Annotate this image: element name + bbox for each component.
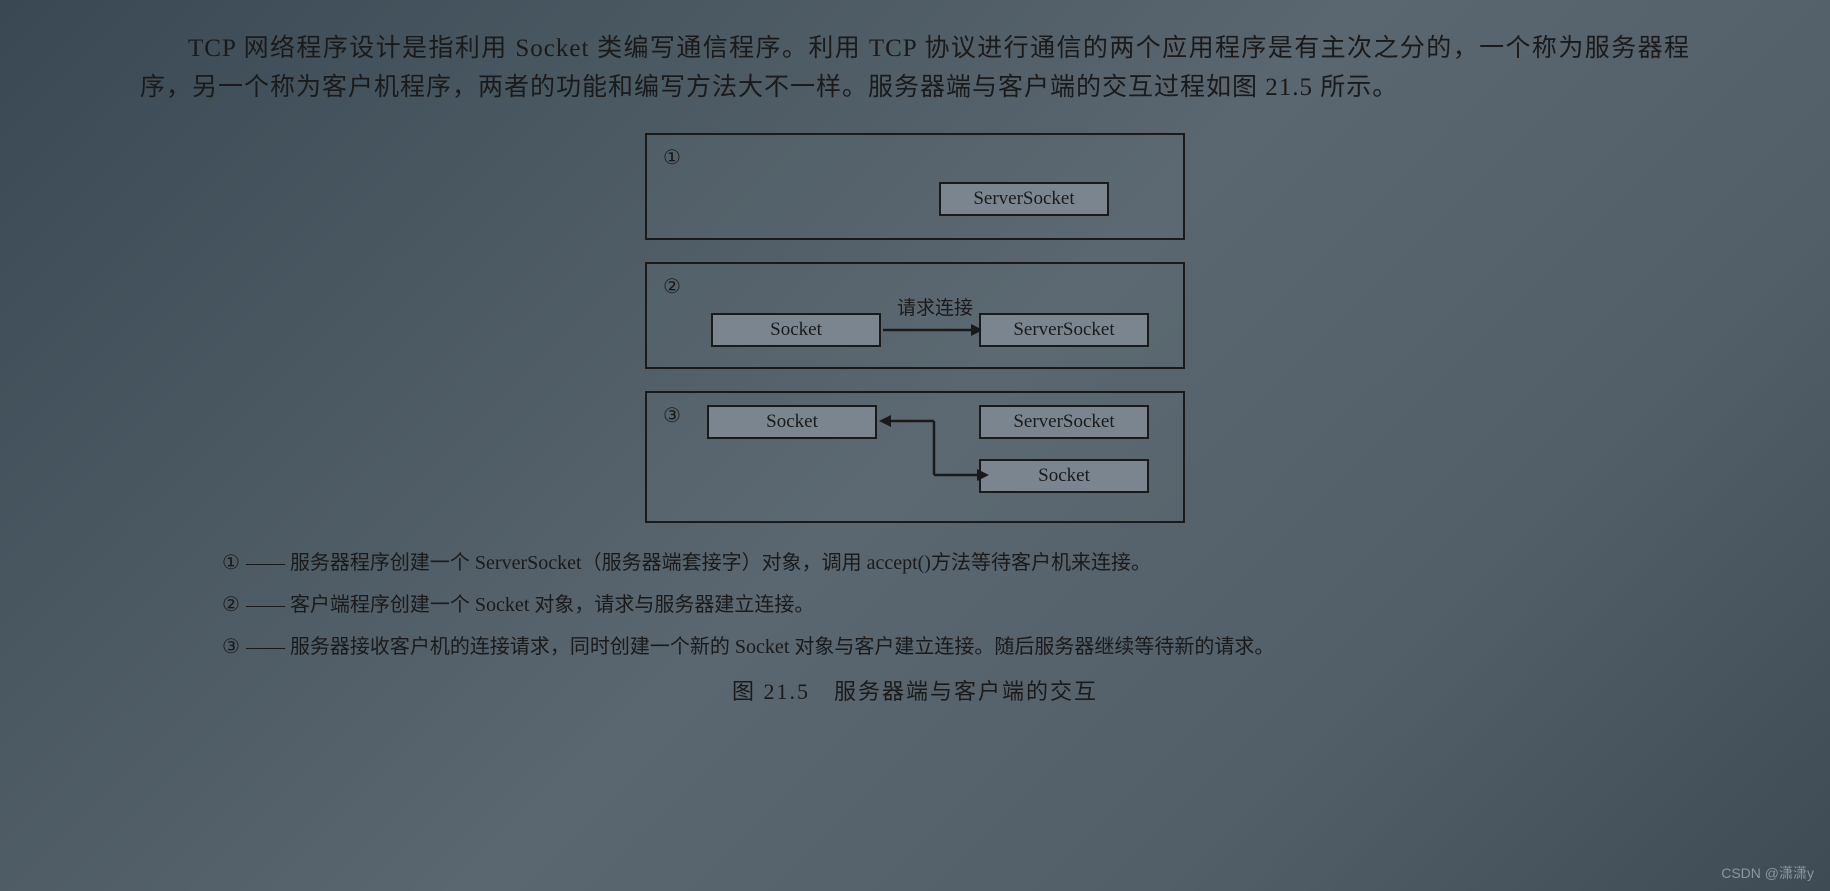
legend-item-3: ③ —— 服务器接收客户机的连接请求，同时创建一个新的 Socket 对象与客户… — [222, 632, 1690, 662]
paragraph-text: TCP 网络程序设计是指利用 Socket 类编写通信程序。利用 TCP 协议进… — [140, 35, 1690, 101]
arrow-label-request: 请求连接 — [897, 293, 973, 320]
legend-item-1: ① —— 服务器程序创建一个 ServerSocket（服务器端套接字）对象，调… — [222, 548, 1690, 578]
diagram-step-2: ② Socket 请求连接 ServerSocket — [645, 262, 1185, 369]
legend-text-1: 服务器程序创建一个 ServerSocket（服务器端套接字）对象，调用 acc… — [290, 548, 1151, 578]
diagram-step-3: ③ Socket ServerSocket Socket — [645, 391, 1185, 523]
socket-box-3b: Socket — [979, 459, 1149, 493]
legend-text-2: 客户端程序创建一个 Socket 对象，请求与服务器建立连接。 — [290, 590, 814, 620]
diagram-container: ① ServerSocket ② Socket 请求连接 ServerSocke… — [140, 133, 1690, 523]
step-number-1: ① — [661, 145, 683, 170]
arrow-right-icon — [883, 327, 983, 337]
serversocket-box-3: ServerSocket — [979, 405, 1149, 439]
diagram-step-1: ① ServerSocket — [645, 133, 1185, 240]
watermark: CSDN @潇潇y — [1721, 863, 1814, 883]
legend-item-2: ② —— 客户端程序创建一个 Socket 对象，请求与服务器建立连接。 — [222, 590, 1690, 620]
intro-paragraph: TCP 网络程序设计是指利用 Socket 类编写通信程序。利用 TCP 协议进… — [140, 30, 1690, 108]
serversocket-box-1: ServerSocket — [939, 182, 1109, 216]
socket-box-3a: Socket — [707, 405, 877, 439]
figure-caption: 图 21.5 服务器端与客户端的交互 — [140, 674, 1690, 706]
step-number-2: ② — [661, 274, 683, 299]
bidirectional-arrow-icon — [879, 415, 989, 485]
legend-text-3: 服务器接收客户机的连接请求，同时创建一个新的 Socket 对象与客户建立连接。… — [290, 632, 1274, 662]
serversocket-box-2: ServerSocket — [979, 313, 1149, 347]
socket-box-2: Socket — [711, 313, 881, 347]
legend: ① —— 服务器程序创建一个 ServerSocket（服务器端套接字）对象，调… — [140, 548, 1690, 662]
